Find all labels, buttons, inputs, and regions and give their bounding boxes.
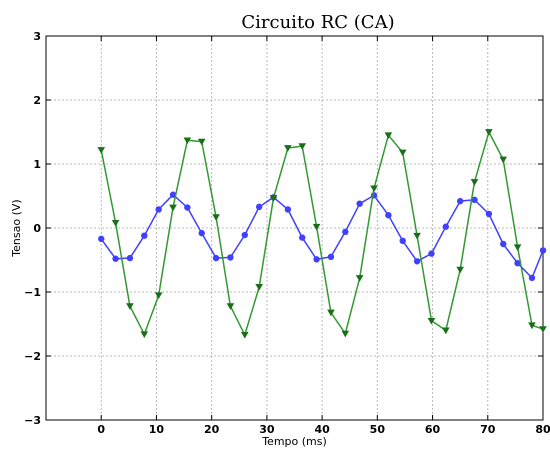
series-0-point [255, 203, 263, 211]
grid-layer [46, 35, 544, 421]
y-tick-label: 2 [33, 94, 41, 107]
series-1-point [140, 331, 149, 339]
series-0-point [112, 255, 119, 262]
series-1-point [111, 220, 120, 227]
series-1-point [355, 275, 364, 282]
series-1-point [269, 195, 278, 202]
y-axis-label: Tensao (V) [10, 199, 23, 257]
series-1-point [470, 179, 479, 186]
series-1-point [427, 317, 436, 325]
y-tick-label: −2 [24, 350, 41, 363]
series-1-point [284, 145, 292, 152]
series-0-point [514, 260, 521, 267]
series-0-point [500, 240, 507, 248]
series-1-point [97, 147, 106, 154]
series-0-point [284, 206, 292, 213]
series-1-point [341, 330, 350, 338]
series-0-point [141, 232, 148, 239]
x-tick-label: 80 [535, 423, 550, 436]
series-1 [97, 129, 547, 339]
series-1-point [528, 322, 536, 330]
series-1-point [126, 303, 134, 310]
series-0-point [198, 229, 205, 237]
series-0-point [356, 200, 363, 207]
series-1-point [183, 137, 192, 145]
series-0-point [471, 196, 478, 204]
series-1-point [241, 332, 249, 339]
series-0-point [313, 256, 320, 263]
series-0-point [212, 254, 220, 262]
series-1-point [442, 327, 450, 335]
series-0-point [399, 237, 406, 244]
series-0-point [184, 204, 191, 211]
series-0-point [98, 235, 105, 243]
series-1-point [255, 284, 263, 291]
y-tick-label: 0 [33, 222, 41, 235]
series-0-point [485, 210, 493, 218]
series-0-point [413, 258, 421, 265]
series-0-point [528, 274, 536, 282]
series-1-point [154, 292, 163, 299]
series-0-point [155, 206, 162, 213]
series-1-point [212, 214, 220, 221]
series-1-point [413, 232, 421, 240]
series-1-point [513, 244, 522, 251]
x-tick-label: 60 [425, 423, 441, 436]
series-0-point [327, 253, 335, 260]
series-1-point [398, 149, 407, 157]
x-tick-label: 30 [259, 423, 275, 436]
series-1-point [485, 129, 493, 136]
y-tick-label: −3 [24, 414, 41, 427]
series-0-point [241, 231, 248, 239]
chart-title: Circuito RC (CA) [241, 12, 394, 33]
series-0-point [385, 212, 392, 219]
series-0-point [428, 250, 435, 257]
series-1-point [456, 266, 464, 274]
series-1-point [499, 156, 508, 164]
x-tick-label: 40 [314, 423, 330, 436]
tick-layer: 0 10 20 30 40 50 60 70 80 −3 −2 −1 0 1 2 3 [24, 30, 550, 436]
series-0-point [442, 223, 450, 230]
x-tick-label: 50 [370, 423, 386, 436]
series-0-point [169, 191, 177, 198]
x-axis-label: Tempo (ms) [261, 435, 327, 448]
series-0-point [342, 228, 349, 236]
series-1-point [226, 303, 235, 310]
series-0-point [539, 247, 547, 254]
series-0-point [126, 254, 134, 262]
series-1-point [327, 309, 335, 317]
series-1-point [312, 223, 321, 231]
series-1-point [539, 326, 547, 333]
series-1-point [298, 143, 307, 150]
series-1-point [370, 185, 378, 193]
series-0-point [227, 254, 234, 261]
series-1-line [100, 131, 544, 336]
series-1-point [384, 132, 393, 139]
x-tick-label: 10 [149, 423, 165, 436]
series-1-point [169, 204, 177, 212]
series-1-point [197, 138, 206, 146]
x-tick-label: 70 [480, 423, 496, 436]
series-0-point [456, 197, 464, 205]
y-tick-label: 3 [33, 30, 41, 43]
series-layer [97, 129, 547, 339]
x-tick-label: 20 [204, 423, 220, 436]
y-tick-label: 1 [33, 158, 41, 171]
x-tick-label: 0 [97, 423, 105, 436]
series-0-point [299, 234, 306, 241]
y-tick-label: −1 [24, 286, 41, 299]
